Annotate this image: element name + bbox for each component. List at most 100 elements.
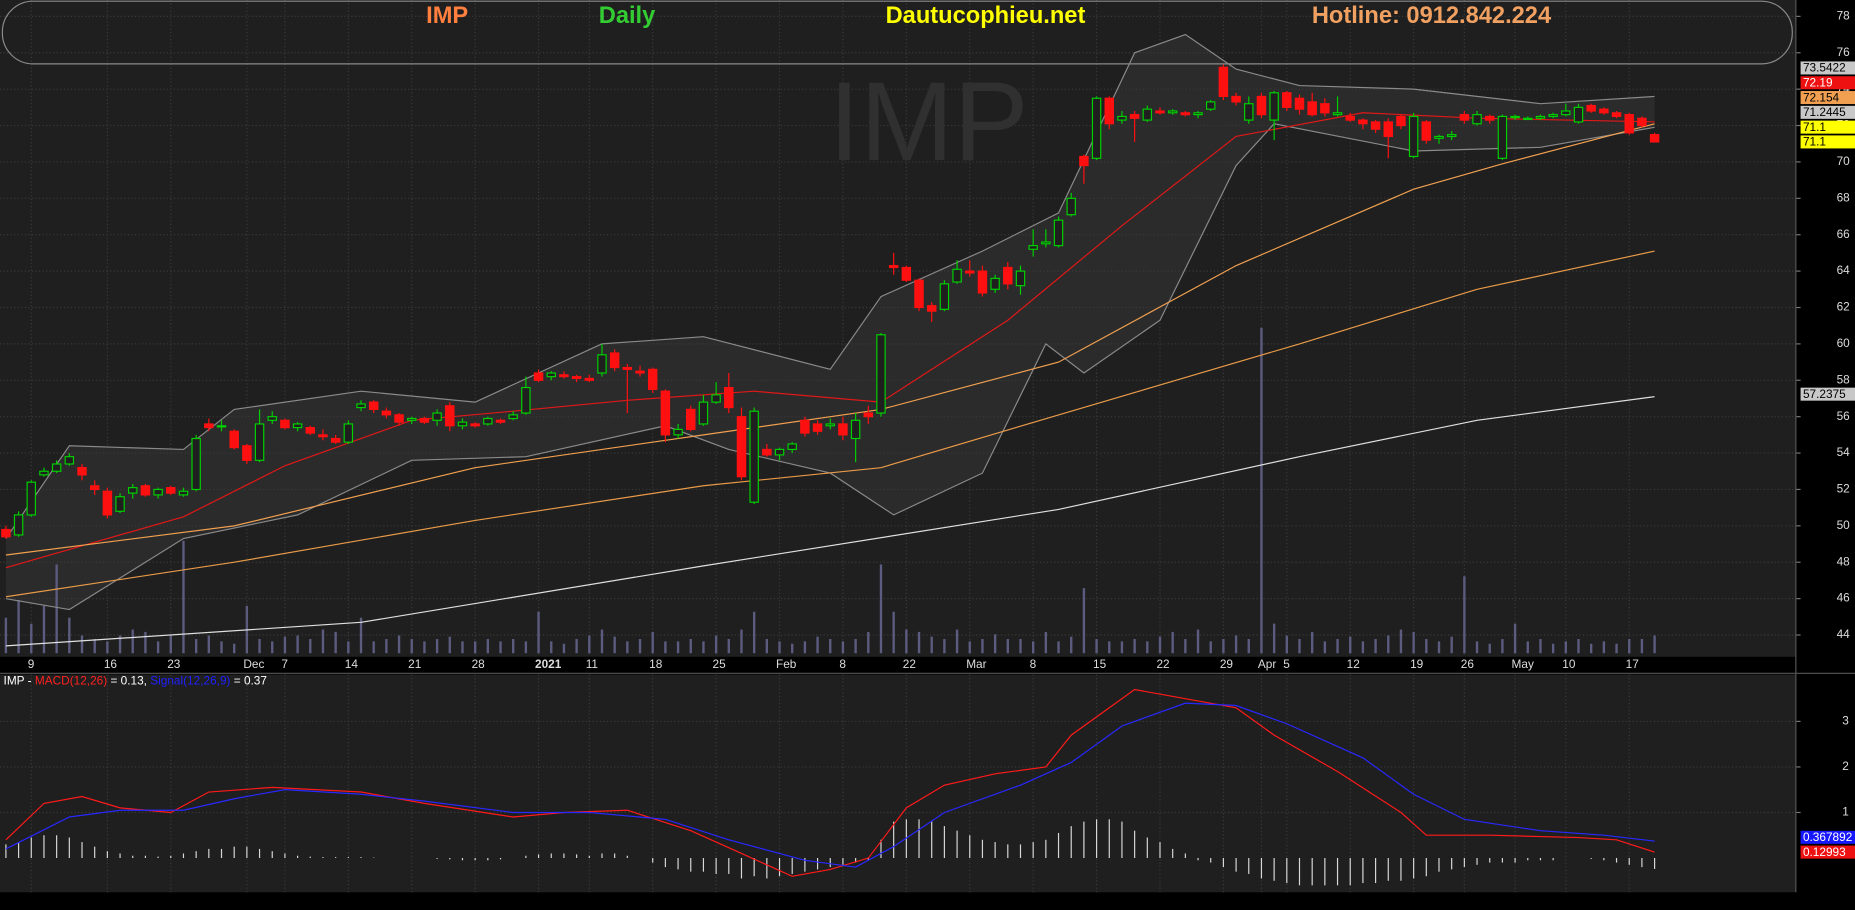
- y-tick-label: 60: [1837, 336, 1851, 350]
- candle-body: [1624, 114, 1634, 134]
- candle-body: [242, 445, 252, 461]
- candle-body: [1244, 103, 1254, 121]
- candle-body: [1066, 197, 1076, 216]
- price-marker-box: [1800, 61, 1855, 75]
- volume-bar: [1184, 639, 1187, 654]
- candle-body: [609, 352, 620, 369]
- candle-body: [1003, 266, 1013, 285]
- candle-body: [483, 417, 493, 425]
- volume-bar: [220, 641, 223, 654]
- volume-bar: [1602, 641, 1606, 654]
- y-tick-label: 76: [1837, 45, 1851, 59]
- volume-bar: [1171, 631, 1174, 654]
- volume-bar: [194, 639, 198, 654]
- volume-bar: [486, 639, 490, 654]
- y-tick-label: 78: [1837, 8, 1851, 22]
- volume-bar: [182, 540, 185, 654]
- volume-bar: [664, 641, 667, 654]
- header-symbol: IMP: [426, 3, 468, 29]
- volume-bar: [106, 641, 109, 654]
- volume-bar: [1450, 636, 1453, 654]
- volume-bar: [321, 629, 325, 654]
- volume-bar: [207, 635, 211, 654]
- candle-body: [267, 416, 277, 421]
- volume-bar: [80, 635, 84, 654]
- price-marker-label: 0.367892: [1803, 830, 1852, 844]
- volume-bar: [1615, 643, 1618, 654]
- x-tick-label: 28: [472, 657, 486, 671]
- candle-body: [1231, 95, 1241, 103]
- volume-bar: [714, 635, 718, 654]
- volume-bar: [1437, 641, 1441, 654]
- candle-body: [1015, 270, 1026, 287]
- x-tick-label: 7: [281, 657, 288, 671]
- header-interval: Daily: [599, 3, 656, 29]
- candle-body: [1586, 104, 1596, 112]
- header-site: Dautucophieu.net: [886, 3, 1086, 29]
- volume-bar: [930, 636, 933, 654]
- x-tick-label: 29: [1220, 657, 1234, 671]
- x-tick-label: 21: [408, 657, 421, 671]
- candle-body: [521, 386, 531, 414]
- candle-body: [787, 443, 797, 451]
- volume-bar: [626, 641, 629, 654]
- candle-body: [965, 270, 975, 274]
- volume-bar: [1526, 641, 1529, 654]
- volume-bar: [334, 631, 337, 654]
- x-tick-label: 10: [1562, 657, 1576, 671]
- volume-bar: [1044, 631, 1048, 654]
- candle-body: [39, 470, 49, 476]
- volume-bar: [651, 631, 654, 654]
- price-marker-box: [1800, 76, 1855, 90]
- x-tick-label: 5: [1283, 657, 1290, 671]
- candle-body: [102, 490, 113, 516]
- candle-body: [292, 423, 303, 429]
- candle-body: [26, 481, 37, 516]
- y-tick-label: 52: [1837, 482, 1850, 496]
- volume-bar: [1019, 639, 1022, 654]
- price-marker-box: [1800, 105, 1855, 119]
- candle-body: [1269, 92, 1279, 121]
- volume-bar: [42, 605, 46, 654]
- volume-bar: [55, 564, 58, 654]
- candle-body: [140, 485, 151, 496]
- candle-body: [1167, 110, 1178, 114]
- volume-bar: [1501, 639, 1504, 654]
- volume-bar: [1247, 639, 1250, 654]
- candle-body: [77, 467, 87, 476]
- price-marker-label: 71.2445: [1803, 105, 1846, 119]
- volume-bar: [1133, 639, 1136, 654]
- volume-bar: [791, 643, 794, 654]
- volume-bar: [1120, 641, 1124, 654]
- y-tick-label: 56: [1837, 409, 1851, 423]
- volume-bar: [1234, 635, 1238, 654]
- candle-body: [1193, 112, 1203, 116]
- volume-bar: [144, 631, 147, 654]
- volume-bar: [1361, 641, 1365, 654]
- candle-body: [1294, 97, 1305, 110]
- candle-body: [1079, 155, 1089, 167]
- volume-bar: [676, 641, 680, 654]
- candle-body: [952, 268, 962, 283]
- volume-bar: [93, 639, 96, 654]
- y-tick-label: 50: [1837, 518, 1851, 532]
- candle-body: [1, 528, 11, 538]
- x-tick-label: 11: [586, 657, 598, 671]
- price-marker-box: [1800, 387, 1855, 401]
- candle-body: [394, 414, 404, 423]
- candle-body: [1637, 117, 1647, 127]
- volume-bar: [727, 639, 730, 654]
- volume-bar: [752, 611, 756, 654]
- candle-body: [1408, 115, 1419, 158]
- candle-body: [419, 417, 430, 423]
- y-tick-label: 1: [1842, 805, 1849, 819]
- candle-body: [1117, 115, 1127, 121]
- moving-average-line: [5, 396, 1655, 647]
- candle-body: [1041, 241, 1051, 245]
- candle-body: [343, 423, 354, 443]
- volume-bar: [588, 635, 591, 654]
- candle-body: [1320, 103, 1330, 114]
- volume-bar: [638, 639, 642, 654]
- volume-bar: [1488, 643, 1491, 654]
